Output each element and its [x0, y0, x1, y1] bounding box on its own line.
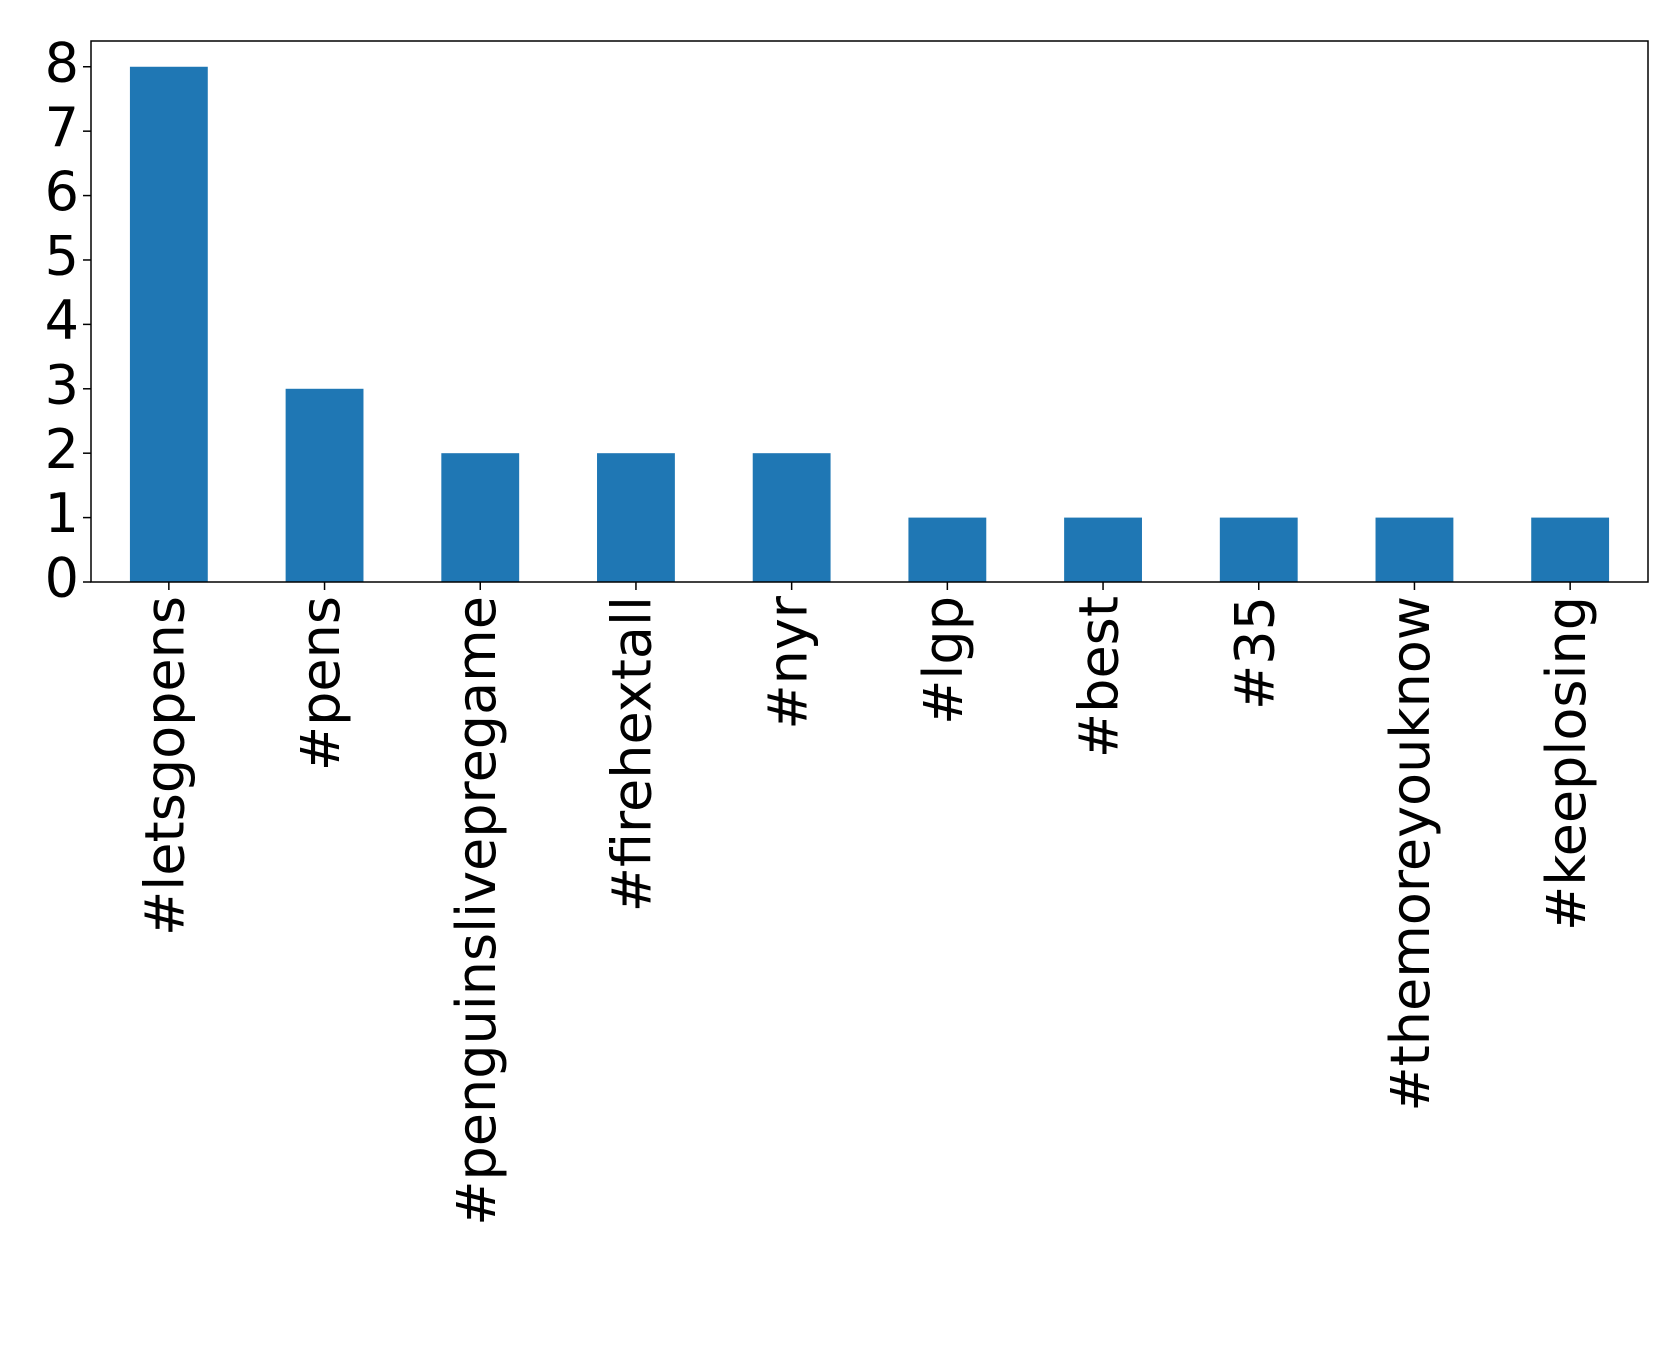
- y-tick-label: 0: [45, 547, 79, 610]
- x-tick-label: #pens: [289, 596, 352, 771]
- x-tick-label: #35: [1223, 596, 1286, 710]
- y-tick-label: 1: [45, 482, 79, 545]
- bar: [752, 453, 831, 582]
- bar: [1531, 517, 1610, 582]
- y-tick-label: 4: [45, 289, 79, 352]
- x-tick-label: #lgp: [912, 596, 975, 725]
- y-tick-label: 6: [45, 160, 79, 223]
- x-tick-label: #nyr: [756, 595, 819, 729]
- bar: [129, 66, 208, 582]
- bar: [1219, 517, 1298, 582]
- x-tick-label: #best: [1068, 596, 1131, 758]
- bar: [441, 453, 520, 582]
- y-tick-label: 3: [45, 353, 79, 416]
- y-tick-label: 7: [45, 96, 79, 159]
- y-tick-label: 5: [45, 225, 79, 288]
- bar: [285, 388, 364, 582]
- x-tick-label: #penguinslivepregame: [445, 596, 508, 1226]
- bar: [908, 517, 987, 582]
- bar: [1375, 517, 1454, 582]
- x-tick-label: #firehextall: [601, 596, 664, 912]
- y-tick-label: 2: [45, 418, 79, 481]
- x-tick-label: #keeplosing: [1535, 596, 1598, 931]
- x-tick-label: #themoreyouknow: [1379, 596, 1442, 1112]
- bar: [597, 453, 675, 582]
- x-tick-label: #letsgopens: [133, 596, 196, 936]
- bar: [1064, 517, 1142, 582]
- plot-frame: [90, 40, 1649, 583]
- y-tick-label: 8: [45, 31, 79, 94]
